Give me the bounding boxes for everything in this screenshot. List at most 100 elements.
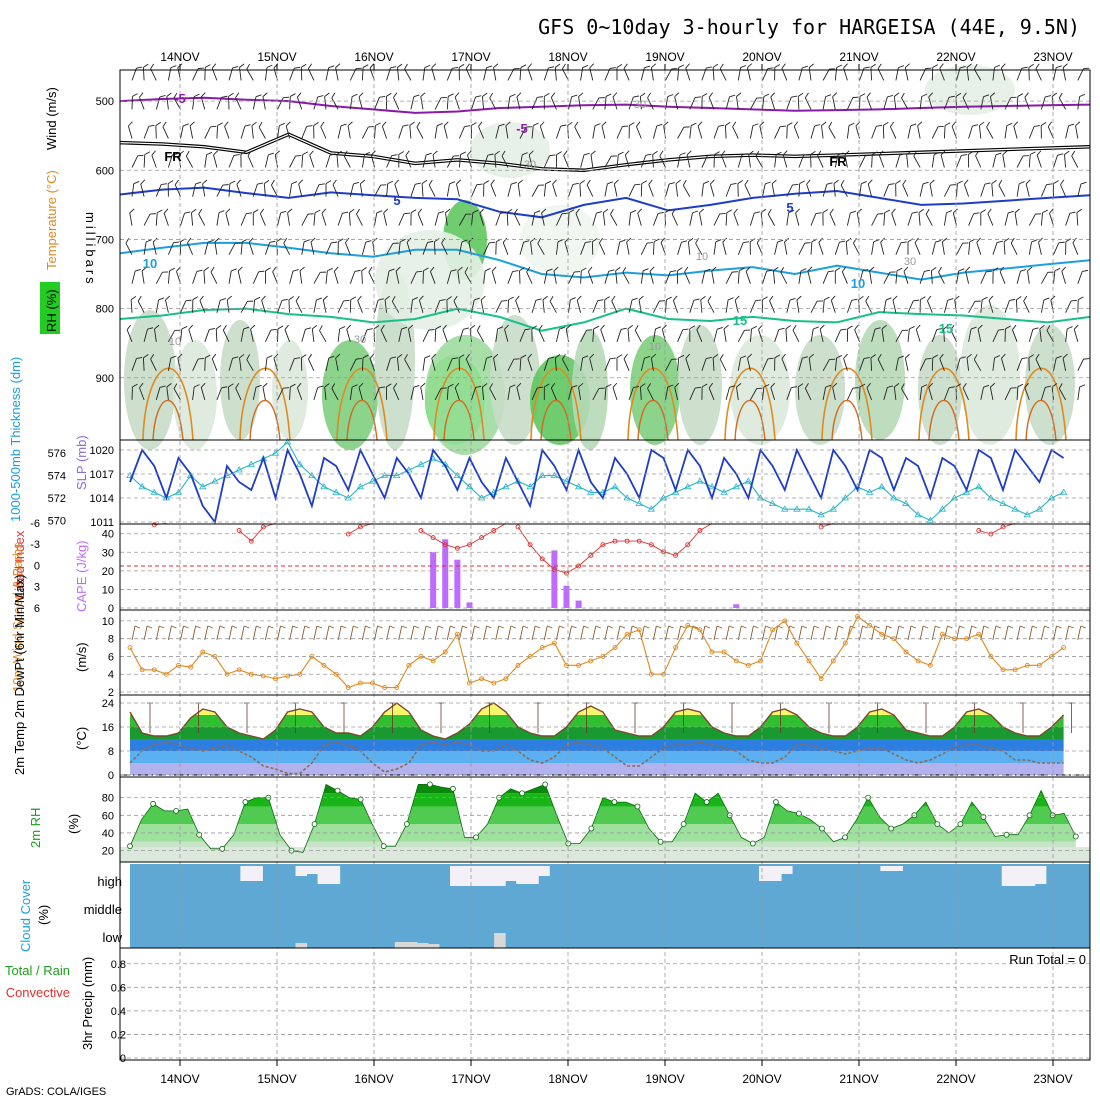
wind-barb-shaft xyxy=(602,212,606,226)
wind-barb-flag xyxy=(404,212,410,215)
wind-barb-shaft xyxy=(798,270,802,284)
wind-barb-flag xyxy=(611,155,618,157)
wind-barb-shaft xyxy=(1065,328,1068,342)
wind-barb xyxy=(296,382,303,401)
wind-barb-shaft xyxy=(895,330,903,343)
temp-band xyxy=(130,703,1064,715)
rh-tick: 60 xyxy=(102,810,114,822)
wind-barb-flag xyxy=(576,295,582,301)
rh-shading xyxy=(630,335,680,445)
wind-barb-shaft xyxy=(846,125,850,139)
wind-barb xyxy=(796,295,802,313)
wind-barb xyxy=(672,295,679,313)
wind-barb-flag xyxy=(835,267,841,272)
wind-barb xyxy=(386,356,397,371)
wind-barb xyxy=(929,179,935,197)
wind-barb-flag xyxy=(678,354,685,359)
wind10m-axis-label: 10m Wind Speed & Barbs xyxy=(10,542,25,692)
wind-barb-shaft xyxy=(507,271,513,284)
wind-barb-flag xyxy=(205,64,211,68)
wind-barb-shaft xyxy=(464,272,472,284)
wind-barb-flag xyxy=(929,179,935,185)
wind-barb-flag xyxy=(410,209,417,213)
wind-barb-shaft xyxy=(446,386,449,400)
wind-barb-shaft xyxy=(626,241,630,255)
wind-barb-flag xyxy=(398,151,405,155)
wind-barb-shaft xyxy=(1077,271,1083,284)
wind-barb-shaft xyxy=(349,68,357,81)
wind-barb-shaft xyxy=(337,328,341,342)
pressure-axis-label: millibars xyxy=(83,212,98,287)
wind-barb-flag xyxy=(568,209,575,214)
thickness-point xyxy=(708,483,716,490)
wind-barb-flag xyxy=(388,268,395,272)
wind-barb-shaft xyxy=(616,126,623,139)
wind-barb-flag xyxy=(895,180,901,184)
wind-barb-10m xyxy=(737,625,742,641)
wind-barb xyxy=(313,271,327,284)
wind-barb-shaft xyxy=(829,213,836,226)
wind-barb-flag xyxy=(486,65,493,69)
wind-barb-flag xyxy=(682,328,689,331)
wind-barb-flag xyxy=(159,94,166,98)
wind-barb-flag xyxy=(821,121,827,126)
wind-barb xyxy=(471,122,477,139)
wind-barb-flag xyxy=(616,354,623,359)
wind-barb xyxy=(819,324,825,342)
thickness-point xyxy=(271,449,280,456)
wind-barb-flag xyxy=(428,179,433,186)
wind-barb-shaft xyxy=(806,184,812,197)
wind-barb-shaft xyxy=(919,358,927,371)
wind-barb-shaft xyxy=(361,242,367,255)
wind-barb xyxy=(689,122,697,139)
rh-point xyxy=(888,825,895,832)
wind-barb xyxy=(640,242,653,255)
wind-barb-flag xyxy=(457,266,463,272)
wind-barb xyxy=(998,179,1006,197)
wind-barb-flag xyxy=(417,208,423,214)
wind-barb-shaft xyxy=(781,358,788,371)
wind-barb-shaft xyxy=(762,358,769,371)
wind-barb xyxy=(239,353,245,371)
li-tick: 3 xyxy=(34,582,40,594)
wind-barb xyxy=(749,123,759,139)
wind-barb xyxy=(301,125,313,139)
wind-barb xyxy=(507,296,514,313)
wind-barb xyxy=(380,324,388,342)
wind-barb-shaft xyxy=(988,300,994,313)
wind-barb xyxy=(575,208,582,226)
wind-barb xyxy=(345,237,351,255)
wind-barb xyxy=(446,269,457,284)
wind-barb-flag xyxy=(299,266,305,272)
li-point xyxy=(1000,524,1006,530)
wind-barb-flag xyxy=(355,67,362,70)
rh-contour-label: 30 xyxy=(634,99,646,111)
wind-barb-10m-flag xyxy=(146,625,153,629)
wind-barb-flag xyxy=(231,268,237,272)
wind-barb xyxy=(822,384,832,400)
wind-barb-flag xyxy=(866,92,871,98)
wind-barb-flag xyxy=(522,152,528,156)
wind-barb-shaft xyxy=(956,155,962,168)
thickness-point xyxy=(477,494,486,501)
wind-barb xyxy=(719,63,727,81)
wind-barb-shaft xyxy=(689,125,692,139)
wind-barb xyxy=(277,210,287,226)
thickness-point xyxy=(987,494,995,501)
wind-barb-flag xyxy=(511,182,517,185)
wind-barb-flag xyxy=(200,382,206,388)
wind-barb-flag xyxy=(266,355,273,359)
wind-barb xyxy=(192,67,204,81)
cloud-unit-label: (%) xyxy=(36,905,51,925)
wind-barb-flag xyxy=(498,123,505,127)
wind-barb xyxy=(489,383,497,401)
wind-barb xyxy=(980,94,990,110)
wind-barb xyxy=(467,150,472,168)
li-tick: -3 xyxy=(30,539,40,551)
wind-barb xyxy=(859,181,867,197)
wind-barb-flag xyxy=(369,63,375,69)
wind-barb-flag xyxy=(306,125,313,127)
wind-barb-flag xyxy=(789,297,796,301)
thickness-point xyxy=(138,483,146,490)
isotherm-25-loop xyxy=(1025,399,1057,441)
